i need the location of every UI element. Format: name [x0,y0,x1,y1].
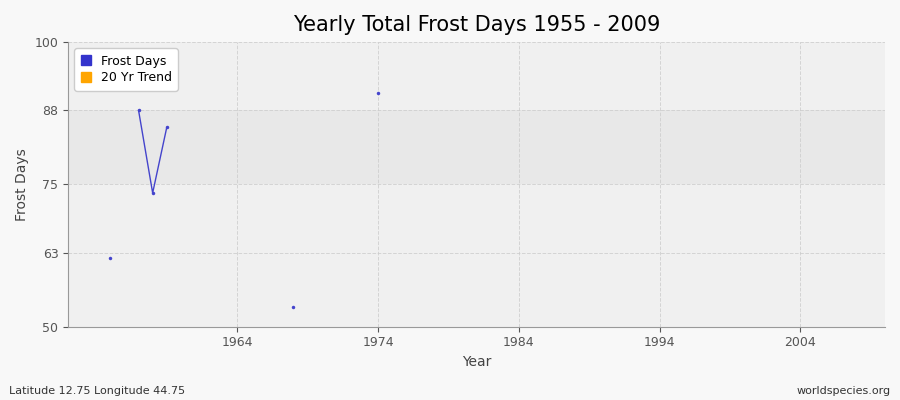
Bar [68,110,885,184]
Legend: Frost Days, 20 Yr Trend: Frost Days, 20 Yr Trend [75,48,178,91]
Title: Yearly Total Frost Days 1955 - 2009: Yearly Total Frost Days 1955 - 2009 [292,15,661,35]
Text: worldspecies.org: worldspecies.org [796,386,891,396]
Y-axis label: Frost Days: Frost Days [15,148,29,221]
Text: Latitude 12.75 Longitude 44.75: Latitude 12.75 Longitude 44.75 [9,386,185,396]
X-axis label: Year: Year [462,355,491,369]
